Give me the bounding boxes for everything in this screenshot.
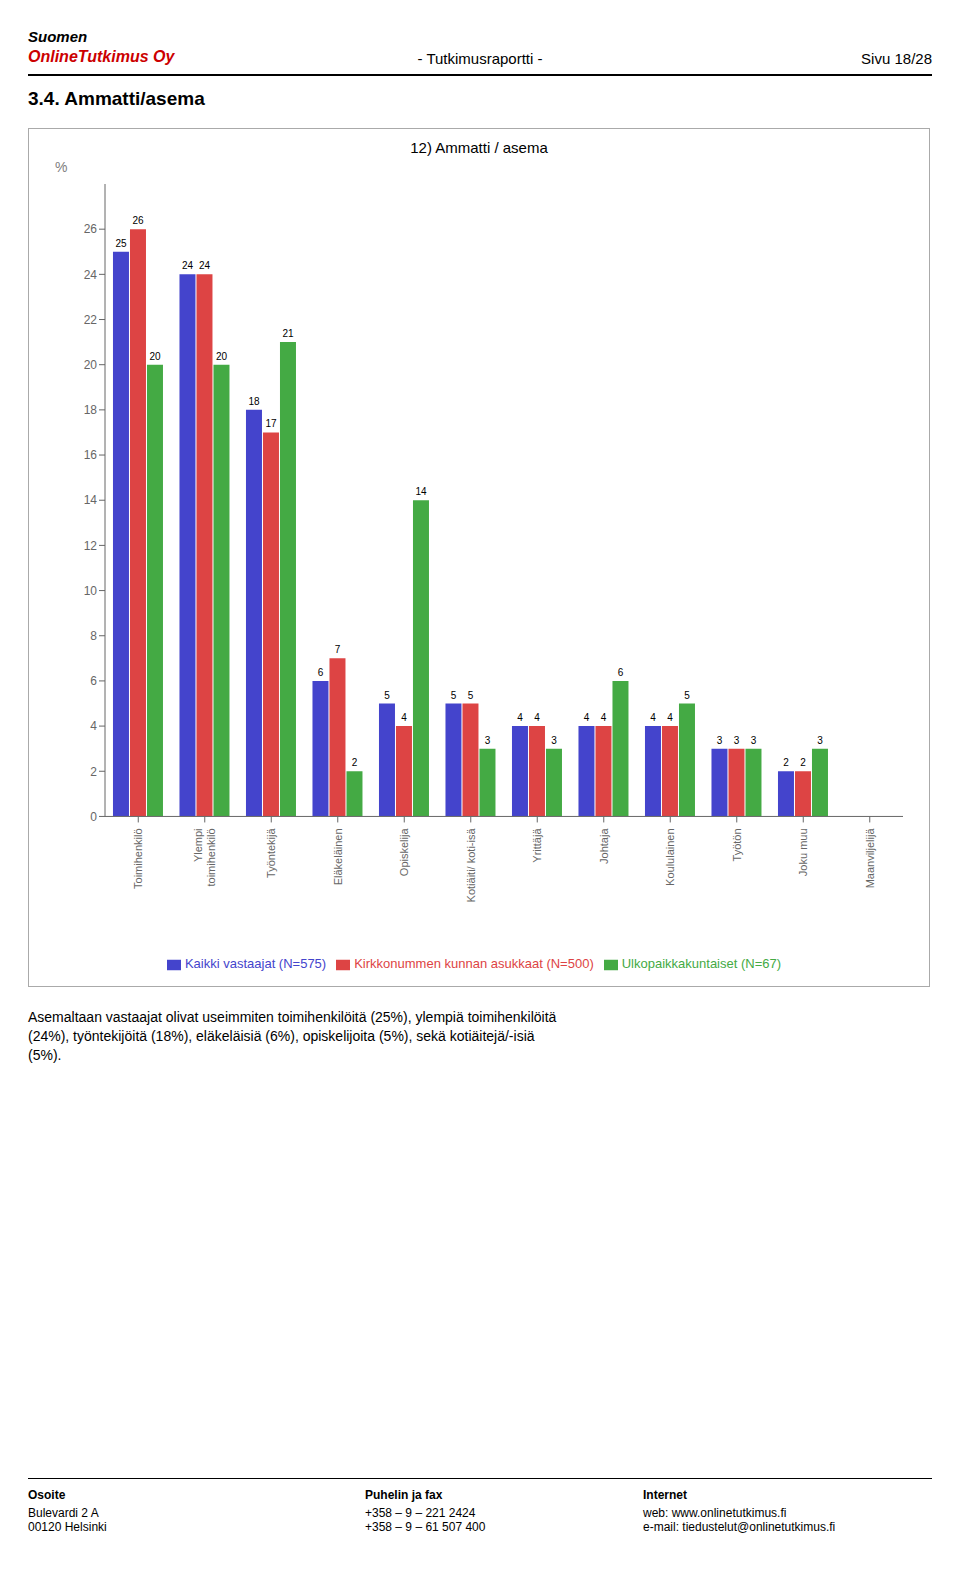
svg-text:4: 4 [534,712,540,723]
svg-text:10: 10 [84,584,98,598]
svg-text:3: 3 [551,735,557,746]
svg-text:Johtaja: Johtaja [598,828,610,864]
html-text:Kirkkonummen kunnan asukkaat (: Kirkkonummen kunnan asukkaat (N=500) [354,956,594,972]
svg-text:16: 16 [84,448,98,462]
svg-text:2: 2 [352,757,358,768]
html-text:3.4. Ammatti/asema: 3.4. Ammatti/asema [28,88,205,109]
svg-text:2: 2 [800,757,806,768]
svg-text:18: 18 [84,403,98,417]
svg-text:4: 4 [650,712,656,723]
svg-text:2: 2 [90,765,97,779]
svg-text:7: 7 [335,644,341,655]
svg-text:24: 24 [199,260,211,271]
svg-text:5: 5 [684,690,690,701]
svg-text:5: 5 [468,690,474,701]
svg-text:Toimihenkilö: Toimihenkilö [132,828,144,889]
svg-text:14: 14 [84,493,98,507]
html-text:12) Ammatti / asema: 12) Ammatti / asema [410,139,548,156]
svg-text:Kotiäiti/ koti-isä: Kotiäiti/ koti-isä [465,828,477,903]
svg-text:4: 4 [667,712,673,723]
svg-text:4: 4 [601,712,607,723]
html-text:+358 – 9 – 221 2424 +358 – 9 –: +358 – 9 – 221 2424 +358 – 9 – 61 507 40… [365,1506,486,1534]
svg-text:0: 0 [90,810,97,824]
svg-text:%: % [55,160,67,175]
svg-text:3: 3 [717,735,723,746]
svg-text:3: 3 [734,735,740,746]
svg-text:21: 21 [282,328,294,339]
svg-text:5: 5 [451,690,457,701]
svg-text:26: 26 [132,215,144,226]
svg-text:26: 26 [84,222,98,236]
svg-text:Eläkeläinen: Eläkeläinen [332,828,344,885]
html-text:web: www.onlinetutkimus.fi e-m: web: www.onlinetutkimus.fi e-mail: tiedu… [643,1506,836,1534]
html-text:OnlineTutkimus Oy: OnlineTutkimus Oy [28,48,175,65]
html-text:Asemaltaan vastaajat olivat us: Asemaltaan vastaajat olivat useimmiten t… [28,1009,557,1063]
html-text:- Tutkimusraportti -: - Tutkimusraportti - [417,50,543,67]
svg-text:12: 12 [84,539,98,553]
svg-text:2: 2 [783,757,789,768]
html-text:Ulkopaikkakuntaiset (N=67): Ulkopaikkakuntaiset (N=67) [621,956,782,972]
html-text:Internet: Internet [643,1488,687,1502]
svg-text:24: 24 [182,260,194,271]
svg-text:Maanviljelijä: Maanviljelijä [864,828,876,889]
svg-text:Koululainen: Koululainen [664,828,676,886]
svg-text:20: 20 [149,351,161,362]
svg-text:22: 22 [84,313,98,327]
svg-text:17: 17 [265,418,277,429]
svg-text:5: 5 [384,690,390,701]
svg-text:Työtön: Työtön [731,828,743,861]
svg-text:4: 4 [401,712,407,723]
svg-text:14: 14 [415,486,427,497]
svg-text:Joku muu: Joku muu [797,828,809,876]
svg-text:6: 6 [90,674,97,688]
html-text:Osoite: Osoite [28,1488,66,1502]
svg-text:3: 3 [817,735,823,746]
svg-text:25: 25 [115,238,127,249]
svg-text:Ylempitoimihenkilö: Ylempitoimihenkilö [192,828,217,886]
svg-text:Yrittäjä: Yrittäjä [531,828,543,863]
svg-text:Työntekijä: Työntekijä [265,828,277,878]
svg-text:20: 20 [84,358,98,372]
svg-text:24: 24 [84,268,98,282]
svg-text:18: 18 [248,396,260,407]
svg-text:20: 20 [216,351,228,362]
svg-text:4: 4 [90,719,97,733]
html-text:Suomen: Suomen [28,28,88,45]
html-text:Puhelin ja fax: Puhelin ja fax [365,1488,443,1502]
svg-text:4: 4 [517,712,523,723]
svg-text:4: 4 [584,712,590,723]
svg-text:6: 6 [618,667,624,678]
svg-text:8: 8 [90,629,97,643]
svg-text:6: 6 [318,667,324,678]
html-text:Kaikki vastaajat (N=575): Kaikki vastaajat (N=575) [184,956,327,972]
svg-text:3: 3 [751,735,757,746]
html-text:Bulevardi 2 A 00120 Helsinki: Bulevardi 2 A 00120 Helsinki [28,1506,107,1534]
svg-text:Opiskelija: Opiskelija [398,828,410,877]
html-text:Sivu 18/28: Sivu 18/28 [861,50,932,67]
svg-text:3: 3 [485,735,491,746]
